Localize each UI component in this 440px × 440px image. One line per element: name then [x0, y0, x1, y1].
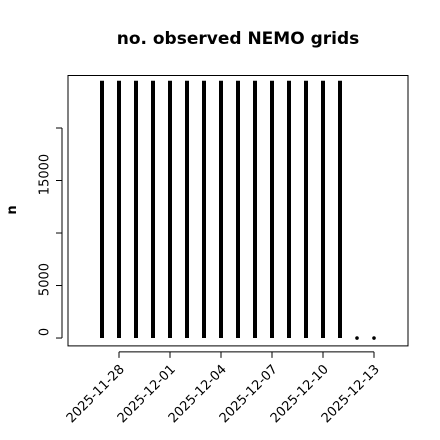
- point: [355, 336, 359, 340]
- y-tick-label: 5000: [38, 263, 53, 296]
- y-tick-label: 15000: [38, 154, 53, 195]
- y-tick-label: 0: [38, 328, 53, 336]
- y-axis-label: n: [5, 205, 20, 214]
- chart-title: no. observed NEMO grids: [117, 29, 360, 49]
- plot-box: [67, 75, 409, 347]
- point: [372, 336, 376, 340]
